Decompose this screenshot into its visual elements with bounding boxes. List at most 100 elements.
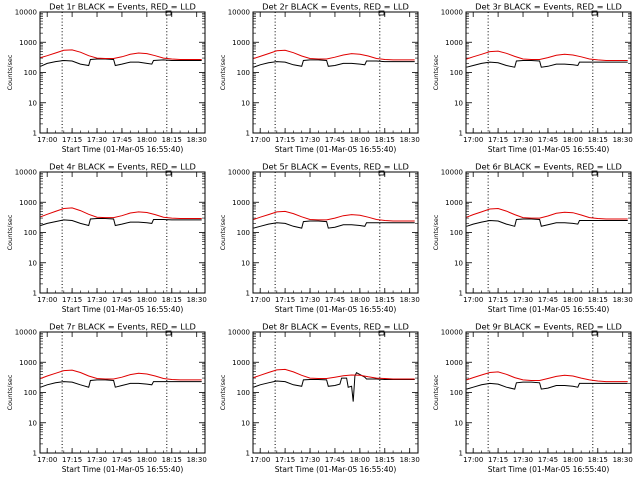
events-series-line — [466, 381, 628, 390]
chart-title: Det 5r BLACK = Events, RED = LLD — [262, 162, 409, 172]
events-series-line — [466, 60, 628, 68]
chart-title: Det 6r BLACK = Events, RED = LLD — [475, 162, 622, 172]
lld-series-line — [40, 207, 202, 219]
y-tick-label: 1 — [33, 290, 37, 298]
y-tick-label: 1000 — [19, 199, 37, 207]
x-tick-label: 17:00 — [463, 456, 483, 464]
x-tick-label: 18:30 — [613, 136, 633, 144]
events-series-line — [253, 59, 415, 68]
y-tick-label: 1000 — [232, 359, 250, 367]
chart-title: Det 3r BLACK = Events, RED = LLD — [475, 2, 622, 12]
y-axis-label: Counts/sec — [219, 374, 227, 410]
y-tick-label: 10 — [454, 259, 463, 267]
y-tick-label: 1000 — [445, 359, 463, 367]
y-tick-label: 10000 — [15, 329, 37, 337]
x-tick-label: 17:00 — [37, 296, 57, 304]
marker-box — [165, 330, 172, 336]
x-tick-label: 17:15 — [488, 136, 508, 144]
y-tick-label: 10000 — [15, 169, 37, 177]
plot-frame — [252, 331, 419, 454]
x-tick-label: 18:15 — [588, 136, 608, 144]
x-tick-label: 17:15 — [275, 136, 295, 144]
y-axis-label: Counts/sec — [219, 54, 227, 90]
detector-panel: Det 2r BLACK = Events, RED = LLD 1 10 100 10… — [213, 0, 426, 160]
x-tick-label: 18:00 — [350, 456, 370, 464]
chart-svg: Det 9r BLACK = Events, RED = LLD 1 10 100 10… — [432, 322, 633, 475]
x-tick-label: 17:30 — [513, 296, 533, 304]
x-tick-label: 17:45 — [538, 456, 558, 464]
x-tick-label: 18:00 — [563, 296, 583, 304]
x-tick-label: 17:30 — [87, 136, 107, 144]
marker-box — [165, 10, 172, 16]
y-tick-label: 1 — [459, 290, 463, 298]
y-tick-label: 10000 — [441, 329, 463, 337]
x-tick-label: 17:30 — [300, 136, 320, 144]
detector-panel: Det 7r BLACK = Events, RED = LLD 1 10 100 10… — [0, 320, 213, 480]
chart-svg: Det 3r BLACK = Events, RED = LLD 1 10 100 10… — [432, 2, 633, 155]
y-tick-label: 100 — [450, 69, 463, 77]
x-axis-label: Start Time (01-Mar-05 16:55:40) — [488, 145, 610, 154]
y-tick-label: 1 — [246, 130, 250, 138]
y-tick-label: 100 — [24, 229, 37, 237]
y-tick-label: 100 — [237, 229, 250, 237]
x-tick-label: 17:15 — [275, 296, 295, 304]
x-tick-label: 17:00 — [250, 296, 270, 304]
x-tick-label: 17:45 — [538, 296, 558, 304]
x-tick-label: 18:30 — [400, 456, 420, 464]
chart-svg: Det 2r BLACK = Events, RED = LLD 1 10 100 10… — [219, 2, 420, 155]
y-tick-label: 100 — [450, 229, 463, 237]
events-series-line — [253, 372, 415, 402]
y-tick-label: 10 — [241, 259, 250, 267]
x-tick-label: 17:15 — [488, 456, 508, 464]
chart-title: Det 2r BLACK = Events, RED = LLD — [262, 2, 409, 12]
y-tick-label: 1 — [246, 450, 250, 458]
x-axis-label: Start Time (01-Mar-05 16:55:40) — [62, 145, 184, 154]
x-tick-label: 18:30 — [613, 296, 633, 304]
y-tick-label: 10000 — [228, 329, 250, 337]
x-axis-label: Start Time (01-Mar-05 16:55:40) — [488, 305, 610, 314]
x-tick-label: 17:00 — [37, 456, 57, 464]
x-tick-label: 18:30 — [400, 136, 420, 144]
chart-svg: Det 4r BLACK = Events, RED = LLD 1 10 100 10… — [6, 162, 207, 315]
y-tick-label: 1000 — [232, 39, 250, 47]
y-tick-label: 10 — [241, 99, 250, 107]
x-tick-label: 18:15 — [375, 296, 395, 304]
x-tick-label: 17:00 — [250, 136, 270, 144]
x-tick-label: 17:15 — [62, 136, 82, 144]
y-tick-label: 10000 — [441, 9, 463, 17]
y-axis-label: Counts/sec — [6, 374, 14, 410]
x-tick-label: 18:00 — [137, 456, 157, 464]
y-tick-label: 1000 — [19, 39, 37, 47]
y-tick-label: 1000 — [232, 199, 250, 207]
x-tick-label: 17:00 — [37, 136, 57, 144]
plot-frame — [39, 331, 206, 454]
x-tick-label: 18:15 — [162, 456, 182, 464]
detector-panel: Det 5r BLACK = Events, RED = LLD 1 10 100 10… — [213, 160, 426, 320]
x-tick-label: 17:45 — [325, 296, 345, 304]
lld-series-line — [466, 207, 628, 220]
events-series-line — [40, 379, 202, 388]
lld-series-line — [253, 49, 415, 61]
chart-title: Det 4r BLACK = Events, RED = LLD — [49, 162, 196, 172]
x-tick-label: 17:15 — [62, 296, 82, 304]
marker-box — [378, 170, 385, 176]
lld-series-line — [253, 368, 415, 380]
chart-title: Det 9r BLACK = Events, RED = LLD — [475, 322, 622, 332]
y-tick-label: 10 — [28, 259, 37, 267]
plot-frame — [39, 11, 206, 134]
x-tick-label: 17:30 — [513, 456, 533, 464]
marker-box — [378, 10, 385, 16]
plot-frame — [252, 171, 419, 294]
x-tick-label: 17:15 — [275, 456, 295, 464]
y-tick-label: 10 — [454, 99, 463, 107]
x-tick-label: 18:30 — [400, 296, 420, 304]
detector-panel: Det 1r BLACK = Events, RED = LLD 1 10 100 10… — [0, 0, 213, 160]
x-tick-label: 17:00 — [463, 296, 483, 304]
x-tick-label: 18:15 — [375, 456, 395, 464]
y-tick-label: 10000 — [228, 169, 250, 177]
lld-series-line — [253, 210, 415, 222]
x-tick-label: 18:00 — [563, 136, 583, 144]
chart-svg: Det 6r BLACK = Events, RED = LLD 1 10 100 10… — [432, 162, 633, 315]
events-series-line — [253, 220, 415, 229]
